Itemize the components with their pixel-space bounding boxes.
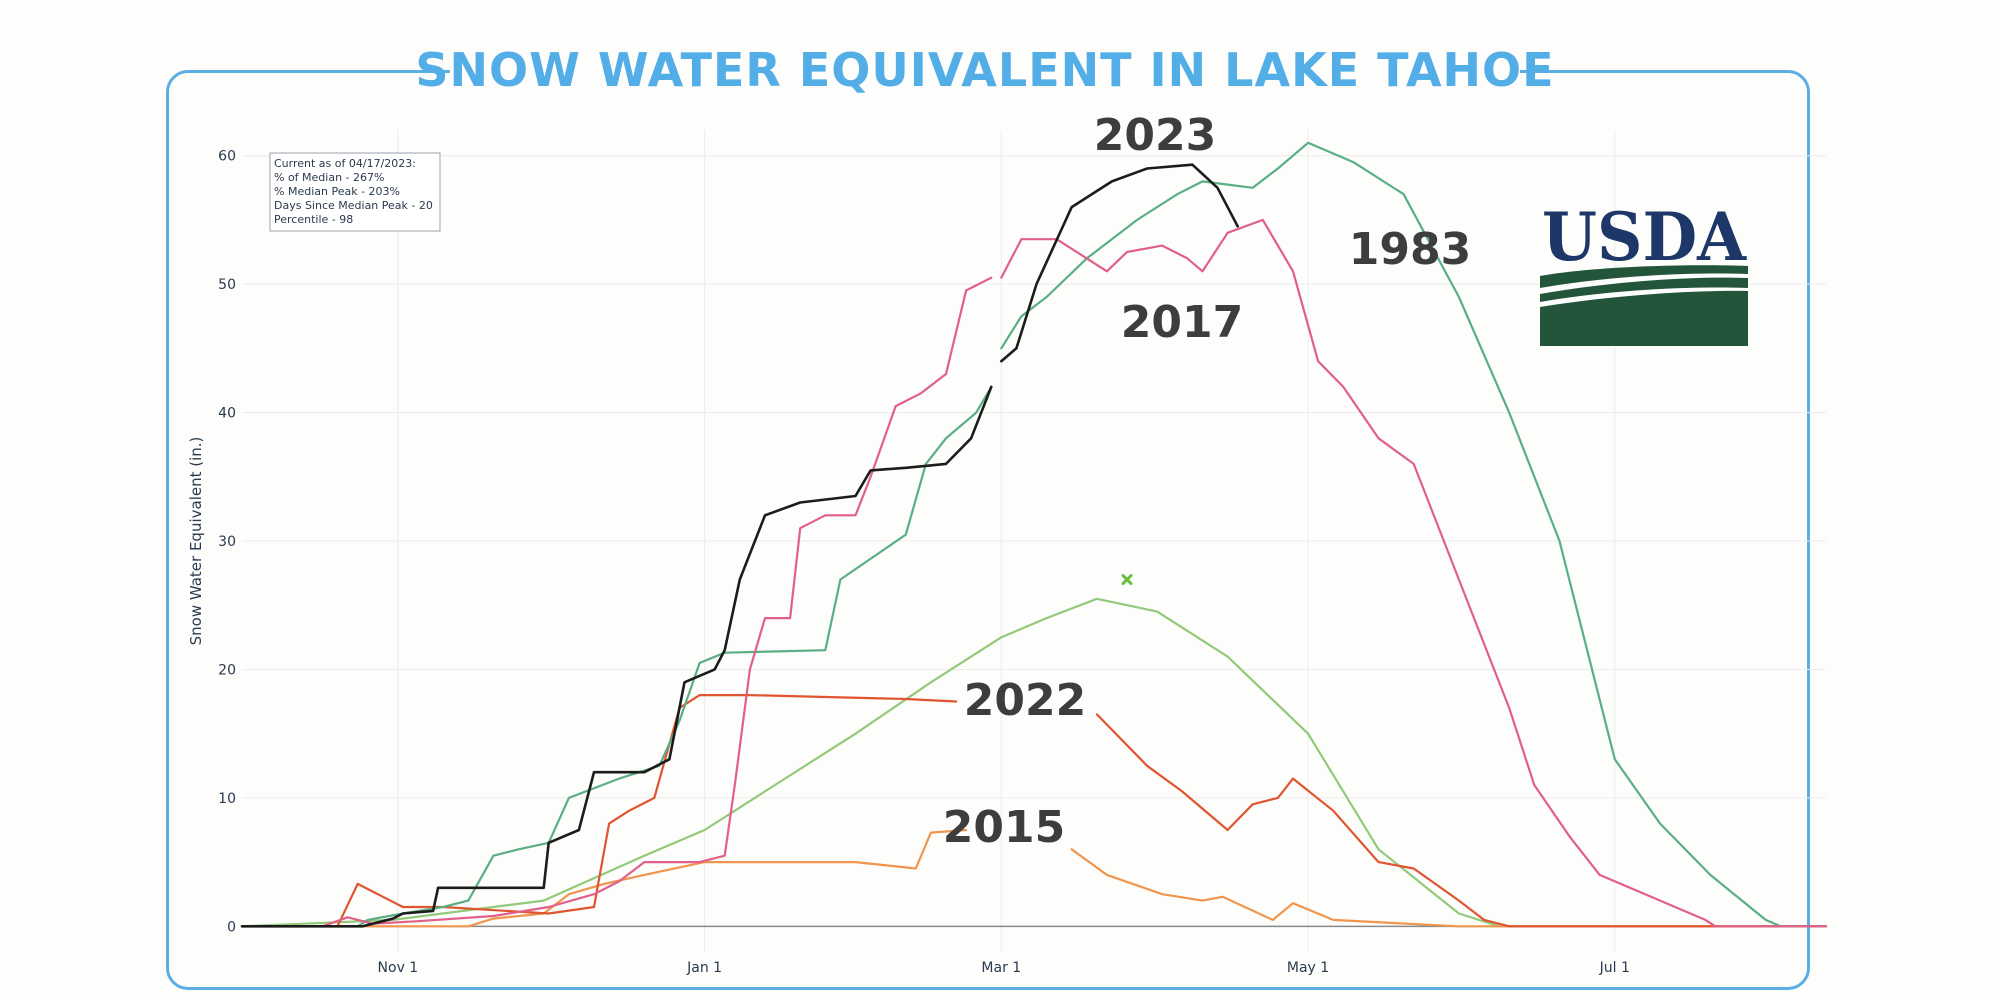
median-peak-x-mark: [1121, 574, 1133, 586]
info-line-asof: Current as of 04/17/2023:: [274, 157, 416, 170]
x-tick-label: May 1: [1287, 960, 1329, 976]
annotation-1983: 1983: [1349, 224, 1471, 275]
annotation-2022: 2022: [964, 675, 1086, 726]
info-line-median: % of Median - 267%: [274, 171, 384, 184]
y-tick-label: 30: [218, 534, 236, 550]
y-tick-label: 0: [227, 919, 236, 935]
x-tick-label: Jan 1: [686, 960, 722, 976]
info-line-days: Days Since Median Peak - 20: [274, 199, 433, 212]
year-annotations: 2023 1983 2017 2022 2015: [943, 110, 1471, 853]
series-2023-line: [1000, 163, 1239, 363]
annotation-2023: 2023: [1094, 110, 1216, 161]
info-line-peak: % Median Peak - 203%: [274, 185, 400, 198]
annotation-2017: 2017: [1121, 297, 1243, 348]
y-tick-label: 40: [218, 406, 236, 422]
series-2023-line: [240, 385, 993, 928]
series-2017-line: [1000, 218, 1828, 928]
series-2017-line: [240, 276, 993, 928]
usda-logo-stripe-1: [1540, 273, 1748, 294]
y-tick-label: 20: [218, 662, 236, 678]
info-box-frame: [269, 152, 441, 232]
series-lines: [240, 141, 1828, 928]
info-line-percentile: Percentile - 98: [274, 213, 353, 226]
usda-logo-stripe-2: [1540, 287, 1748, 307]
series-1983-line: [1000, 141, 1828, 928]
annotation-2015: 2015: [943, 802, 1065, 853]
series-1983-line: [240, 385, 993, 928]
series-median-line: [240, 597, 1828, 928]
y-axis-ticks: 0 10 20 30 40 50 60: [218, 149, 236, 936]
x-axis-ticks: Nov 1 Jan 1 Mar 1 May 1 Jul 1: [378, 960, 1630, 976]
x-tick-label: Nov 1: [378, 960, 419, 976]
median-peak-marker: [1121, 574, 1133, 586]
y-axis-label: Snow Water Equivalent (in.): [187, 437, 205, 646]
usda-logo-text: USDA: [1542, 198, 1747, 276]
x-tick-label: Jul 1: [1599, 960, 1630, 976]
title-band: SNOW WATER EQUIVALENT IN LAKE TAHOE: [415, 38, 1554, 102]
series-2015-line: [240, 828, 968, 928]
info-box: Current as of 04/17/2023: % of Median - …: [269, 152, 441, 232]
y-tick-label: 10: [218, 791, 236, 807]
x-tick-label: Mar 1: [981, 960, 1021, 976]
usda-logo: USDA: [1540, 198, 1748, 346]
series-2015-line: [1070, 848, 1828, 928]
y-tick-label: 60: [218, 149, 236, 165]
series-2022-line: [240, 694, 958, 928]
y-tick-label: 50: [218, 277, 236, 293]
series-2022-line: [1095, 713, 1828, 928]
chart-title: SNOW WATER EQUIVALENT IN LAKE TAHOE: [415, 43, 1555, 97]
